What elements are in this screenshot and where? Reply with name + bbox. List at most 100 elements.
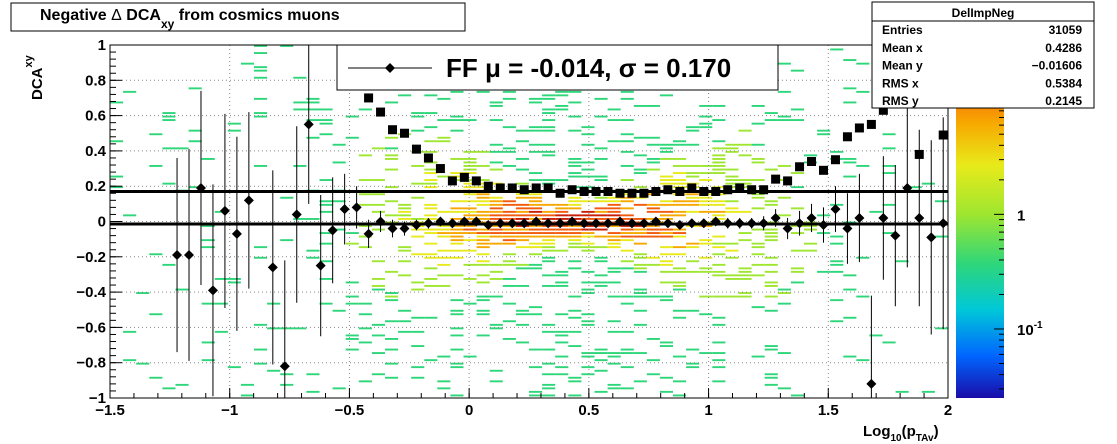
heatmap-cell [542, 179, 556, 181]
x-tick-label: 0 [465, 402, 473, 419]
heatmap-cell [319, 210, 333, 213]
heatmap-cell [555, 235, 569, 238]
heatmap-cell [424, 179, 438, 181]
heatmap-cell [633, 186, 647, 189]
heatmap-cell [306, 97, 320, 100]
mean-point [770, 212, 781, 223]
heatmap-cell [437, 119, 451, 121]
heatmap-cell [646, 158, 660, 160]
mean-point [926, 232, 937, 243]
mean-point [830, 204, 841, 215]
heatmap-cell [673, 281, 687, 284]
heatmap-cell [529, 366, 543, 369]
heatmap-cell [385, 348, 399, 351]
heatmap-cell [646, 263, 660, 266]
heatmap-cell [437, 285, 451, 287]
heatmap-cell [555, 334, 569, 337]
heatmap-cell [385, 158, 399, 160]
heatmap-cell [529, 267, 543, 270]
heatmap-cell [686, 143, 700, 146]
heatmap-cell [502, 285, 516, 287]
rms-point [471, 176, 481, 186]
heatmap-cell [712, 270, 726, 273]
heatmap-cell [568, 345, 582, 347]
heatmap-cell [437, 97, 451, 100]
heatmap-cell [751, 246, 765, 249]
heatmap-cell [568, 165, 582, 167]
heatmap-cell [502, 147, 516, 150]
heatmap-cell [646, 203, 660, 206]
heatmap-cell [751, 207, 765, 210]
heatmap-cell [201, 359, 215, 362]
heatmap-cell [699, 295, 713, 298]
heatmap-cell [659, 200, 673, 203]
heatmap-cell [529, 172, 543, 174]
heatmap-cell [188, 129, 202, 132]
heatmap-cell [149, 253, 163, 256]
heatmap-cell [620, 119, 634, 121]
rms-point [591, 186, 601, 196]
heatmap-cell [620, 140, 634, 143]
heatmap-cell [934, 327, 948, 330]
heatmap-cell [450, 249, 464, 252]
mean-point [399, 223, 410, 234]
heatmap-cell [594, 352, 608, 354]
stats-row-value: 0.5384 [1045, 76, 1082, 90]
heatmap-cell [358, 313, 372, 316]
heatmap-cell [673, 270, 687, 273]
heatmap-cell [463, 355, 477, 358]
heatmap-cell [306, 249, 320, 252]
heatmap-cell [633, 242, 647, 245]
heatmap-cell [659, 232, 673, 234]
heatmap-cell [620, 179, 634, 181]
heatmap-cell [529, 214, 543, 217]
heatmap-cell [607, 270, 621, 273]
heatmap-cell [280, 327, 294, 330]
heatmap-cell [280, 196, 294, 199]
heatmap-cell [358, 203, 372, 206]
heatmap-cell [568, 203, 582, 206]
heatmap-cell [725, 278, 739, 280]
heatmap-cell [502, 239, 516, 242]
rms-point [830, 155, 840, 165]
mean-point [303, 119, 314, 130]
heatmap-cell [515, 168, 529, 171]
heatmap-cell [371, 179, 385, 181]
heatmap-cell [515, 196, 529, 199]
heatmap-cell [633, 309, 647, 312]
heatmap-cell [738, 274, 752, 277]
heatmap-cell [489, 214, 503, 217]
heatmap-cell [659, 179, 673, 181]
heatmap-cell [411, 112, 425, 114]
heatmap-cell [450, 235, 464, 238]
heatmap-cell [568, 129, 582, 132]
heatmap-cell [502, 165, 516, 167]
heatmap-cell [306, 256, 320, 259]
heatmap-cell [659, 345, 673, 347]
heatmap-cell [581, 270, 595, 273]
mean-point [878, 212, 889, 223]
heatmap-cell [529, 97, 543, 100]
heatmap-cell [542, 260, 556, 263]
heatmap-cell [476, 218, 490, 220]
heatmap-cell [659, 341, 673, 344]
heatmap-cell [830, 242, 844, 245]
heatmap-cell [463, 302, 477, 305]
heatmap-cell [607, 210, 621, 213]
heatmap-cell [882, 165, 896, 167]
rms-point [411, 144, 421, 154]
heatmap-cell [712, 246, 726, 249]
heatmap-cell [424, 285, 438, 287]
heatmap-cell [345, 338, 359, 340]
heatmap-cell [398, 246, 412, 249]
mean-point [531, 216, 542, 227]
heatmap-cell [790, 281, 804, 284]
heatmap-cell [633, 292, 647, 294]
heatmap-cell [450, 299, 464, 302]
heatmap-cell [502, 214, 516, 217]
heatmap-cell [529, 207, 543, 210]
heatmap-cell [921, 182, 935, 185]
heatmap-cell [424, 267, 438, 270]
heatmap-cell [581, 352, 595, 354]
heatmap-cell [673, 288, 687, 291]
